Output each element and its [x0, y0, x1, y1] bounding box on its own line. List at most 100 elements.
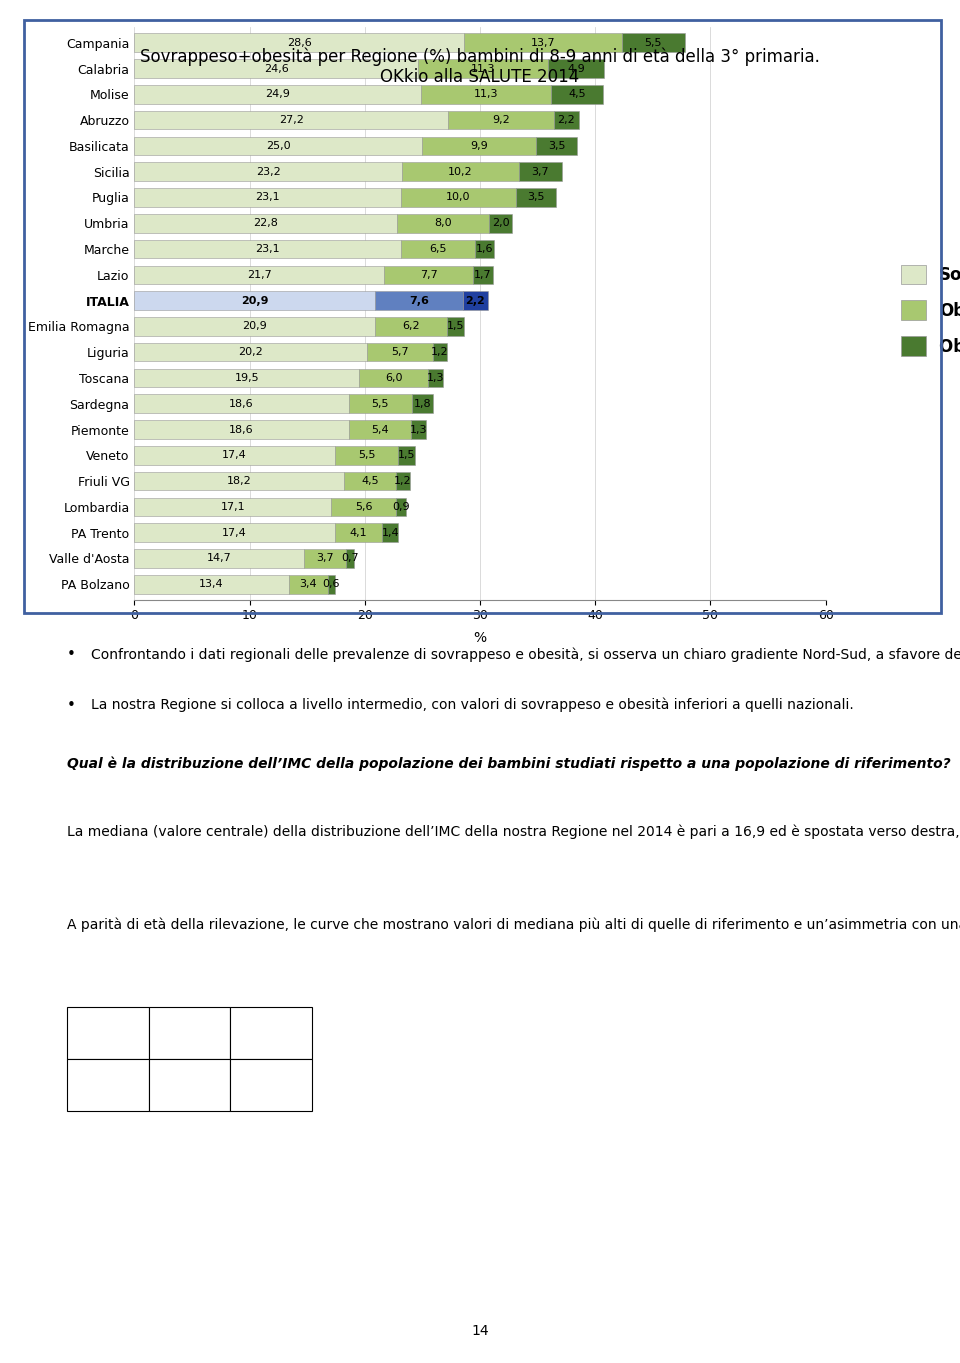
Bar — [359, 368, 428, 387]
Bar — [384, 266, 473, 284]
Bar — [428, 368, 444, 387]
Text: 5,5: 5,5 — [644, 38, 662, 48]
Text: 0,9: 0,9 — [393, 502, 410, 512]
Bar — [463, 292, 488, 309]
Text: 0,7: 0,7 — [342, 553, 359, 563]
Text: 8,0: 8,0 — [434, 218, 452, 228]
Bar — [375, 318, 446, 335]
Text: 19,5: 19,5 — [234, 373, 259, 383]
Text: OKkio alla SALUTE 2014: OKkio alla SALUTE 2014 — [380, 68, 580, 86]
Bar — [401, 162, 519, 181]
Bar — [475, 240, 493, 259]
Text: 3,7: 3,7 — [532, 166, 549, 177]
Bar — [134, 318, 375, 335]
Text: 17,4: 17,4 — [223, 527, 247, 537]
Text: 1,3: 1,3 — [410, 424, 427, 435]
Bar — [396, 472, 410, 491]
Text: 20,9: 20,9 — [241, 296, 269, 305]
Text: 2,2: 2,2 — [558, 114, 575, 125]
Bar — [421, 85, 551, 104]
Bar — [134, 420, 348, 439]
Bar — [548, 59, 605, 78]
Text: 11,3: 11,3 — [470, 64, 495, 74]
Text: 7,7: 7,7 — [420, 270, 438, 279]
Text: 11,3: 11,3 — [474, 90, 498, 99]
Bar — [367, 343, 433, 361]
Bar — [134, 85, 421, 104]
Bar — [347, 549, 354, 568]
Text: 5,4: 5,4 — [371, 424, 389, 435]
Text: 10,0: 10,0 — [445, 192, 470, 203]
Text: La mediana (valore centrale) della distribuzione dell’IMC della nostra Regione n: La mediana (valore centrale) della distr… — [67, 825, 960, 840]
Text: 3,5: 3,5 — [548, 140, 565, 151]
Text: 24,6: 24,6 — [264, 64, 288, 74]
Bar — [446, 318, 464, 335]
Bar — [473, 266, 492, 284]
Bar — [433, 343, 446, 361]
Text: Confrontando i dati regionali delle prevalenze di sovrappeso e obesità, si osser: Confrontando i dati regionali delle prev… — [91, 647, 960, 662]
Text: 14: 14 — [471, 1325, 489, 1338]
Text: 20,9: 20,9 — [243, 322, 267, 331]
Bar — [375, 292, 463, 309]
Text: 4,9: 4,9 — [567, 64, 585, 74]
Bar — [397, 214, 490, 233]
Text: 23,1: 23,1 — [255, 192, 279, 203]
Text: 13,4: 13,4 — [200, 579, 224, 589]
Text: 2,2: 2,2 — [466, 296, 485, 305]
Bar — [134, 34, 464, 52]
Bar — [303, 549, 347, 568]
Text: 1,7: 1,7 — [474, 270, 492, 279]
Bar — [418, 59, 548, 78]
Text: 5,5: 5,5 — [358, 450, 375, 461]
Text: 5,7: 5,7 — [391, 348, 409, 357]
Bar — [335, 446, 398, 465]
Bar — [412, 394, 433, 413]
Bar — [134, 188, 400, 207]
Text: 6,2: 6,2 — [402, 322, 420, 331]
Bar — [134, 497, 331, 517]
Text: 23,1: 23,1 — [255, 244, 279, 254]
Text: 17,3: 17,3 — [174, 1078, 205, 1092]
Text: •: • — [67, 698, 76, 713]
Text: 4,5: 4,5 — [361, 476, 379, 487]
Text: 14,7: 14,7 — [206, 553, 231, 563]
Text: Qual è la distribuzione dell’IMC della popolazione dei bambini studiati rispetto: Qual è la distribuzione dell’IMC della p… — [67, 756, 950, 771]
Text: 4,1: 4,1 — [349, 527, 368, 537]
Text: 25,0: 25,0 — [266, 140, 291, 151]
Text: 4,5: 4,5 — [568, 90, 587, 99]
Text: 5,5: 5,5 — [372, 399, 389, 409]
Text: 1,3: 1,3 — [427, 373, 444, 383]
Text: 20,2: 20,2 — [238, 348, 263, 357]
Bar — [516, 188, 556, 207]
Text: 24,9: 24,9 — [265, 90, 290, 99]
Bar — [344, 472, 396, 491]
Text: A parità di età della rilevazione, le curve che mostrano valori di mediana più a: A parità di età della rilevazione, le cu… — [67, 917, 960, 932]
Text: 17,4: 17,4 — [223, 450, 247, 461]
Bar — [134, 136, 422, 155]
Text: 6,5: 6,5 — [429, 244, 446, 254]
Bar — [134, 162, 401, 181]
Text: 27,2: 27,2 — [278, 114, 303, 125]
Text: 1,6: 1,6 — [476, 244, 493, 254]
Text: 5,6: 5,6 — [355, 502, 372, 512]
Bar — [331, 497, 396, 517]
Text: 18,6: 18,6 — [229, 399, 253, 409]
Text: 13,7: 13,7 — [531, 38, 555, 48]
Text: 7,6: 7,6 — [409, 296, 429, 305]
Text: 17,1: 17,1 — [221, 502, 245, 512]
Text: 1,5: 1,5 — [398, 450, 416, 461]
Bar — [382, 523, 398, 542]
Bar — [134, 394, 348, 413]
Bar — [134, 368, 359, 387]
Text: 16,9: 16,9 — [255, 1078, 287, 1092]
Text: IMC: IMC — [95, 1026, 121, 1040]
Bar — [134, 549, 303, 568]
Text: 0,6: 0,6 — [323, 579, 340, 589]
Bar — [447, 110, 554, 129]
Bar — [554, 110, 579, 129]
Bar — [134, 266, 384, 284]
Text: Sovrappeso+obesità per Regione (%) bambini di 8-9 anni di età della 3° primaria.: Sovrappeso+obesità per Regione (%) bambi… — [140, 48, 820, 67]
Bar — [134, 446, 335, 465]
Text: 9,2: 9,2 — [492, 114, 510, 125]
Text: •: • — [67, 647, 76, 662]
